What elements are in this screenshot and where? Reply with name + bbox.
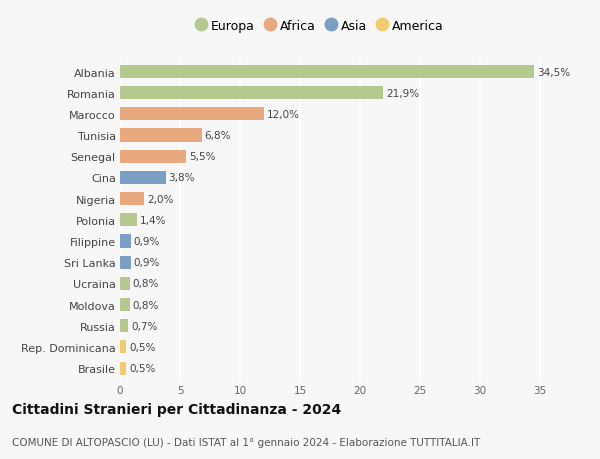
- Text: 0,7%: 0,7%: [131, 321, 158, 331]
- Bar: [120, 193, 144, 206]
- Bar: [120, 362, 126, 375]
- Text: 12,0%: 12,0%: [267, 110, 300, 120]
- Bar: [120, 256, 131, 269]
- Bar: [120, 277, 130, 290]
- Text: 0,5%: 0,5%: [129, 363, 155, 373]
- Bar: [120, 341, 126, 354]
- Text: 2,0%: 2,0%: [147, 194, 173, 204]
- Bar: [120, 66, 534, 79]
- Bar: [120, 129, 202, 142]
- Bar: [120, 214, 137, 227]
- Text: 1,4%: 1,4%: [140, 215, 166, 225]
- Text: 0,8%: 0,8%: [133, 279, 159, 289]
- Bar: [120, 172, 166, 185]
- Bar: [120, 151, 186, 163]
- Bar: [120, 108, 264, 121]
- Text: 21,9%: 21,9%: [386, 89, 419, 99]
- Text: 0,5%: 0,5%: [129, 342, 155, 352]
- Text: COMUNE DI ALTOPASCIO (LU) - Dati ISTAT al 1° gennaio 2024 - Elaborazione TUTTITA: COMUNE DI ALTOPASCIO (LU) - Dati ISTAT a…: [12, 437, 480, 447]
- Text: 5,5%: 5,5%: [189, 152, 215, 162]
- Bar: [120, 298, 130, 311]
- Text: 3,8%: 3,8%: [169, 173, 195, 183]
- Bar: [120, 235, 131, 248]
- Bar: [120, 87, 383, 100]
- Text: 34,5%: 34,5%: [537, 67, 570, 78]
- Text: 6,8%: 6,8%: [205, 131, 231, 141]
- Legend: Europa, Africa, Asia, America: Europa, Africa, Asia, America: [193, 18, 446, 36]
- Text: 0,9%: 0,9%: [134, 236, 160, 246]
- Text: Cittadini Stranieri per Cittadinanza - 2024: Cittadini Stranieri per Cittadinanza - 2…: [12, 402, 341, 416]
- Text: 0,9%: 0,9%: [134, 257, 160, 268]
- Text: 0,8%: 0,8%: [133, 300, 159, 310]
- Bar: [120, 319, 128, 333]
